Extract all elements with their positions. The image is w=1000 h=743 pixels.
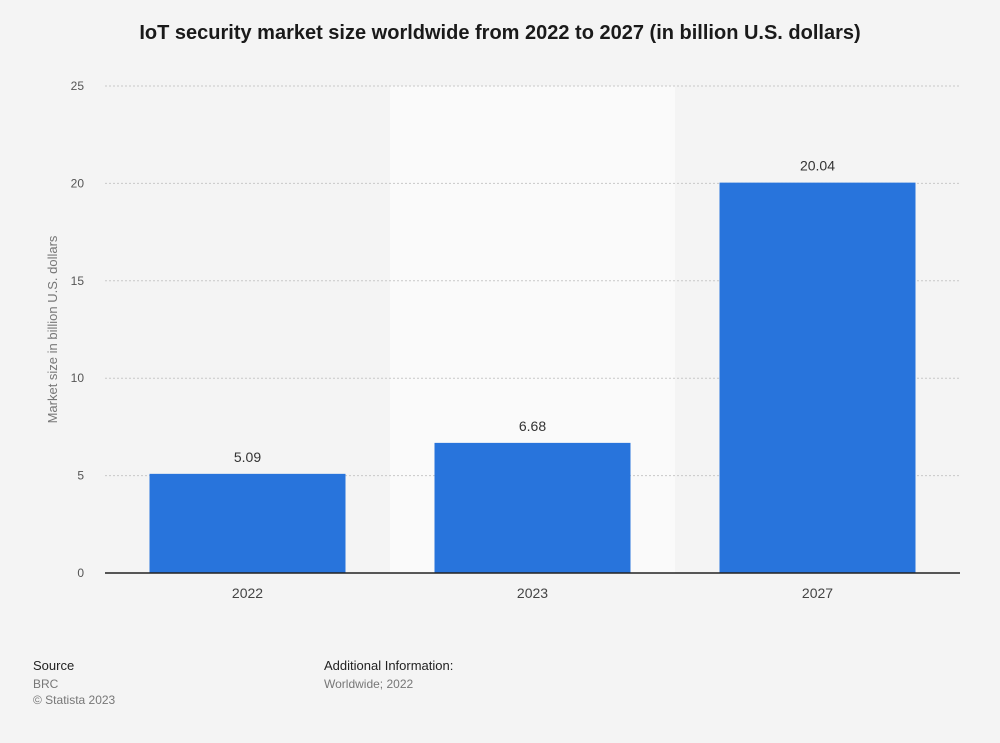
source-line-2: © Statista 2023 — [33, 693, 116, 707]
bar-chart: 0 5 10 15 20 25 5.09 2022 6.68 2023 20.04 2027 Mar… — [45, 79, 960, 601]
bar — [434, 442, 631, 573]
source-block: Source BRC © Statista 2023 — [33, 658, 115, 708]
x-tick-label: 2023 — [517, 585, 548, 601]
data-label: 20.04 — [800, 158, 835, 174]
value-labels: 5.09 2022 6.68 2023 20.04 2027 — [232, 158, 835, 601]
x-tick-label: 2022 — [232, 585, 263, 601]
y-tick-label: 10 — [71, 371, 85, 385]
y-axis-title: Market size in billion U.S. dollars — [45, 235, 60, 423]
y-tick-label: 15 — [71, 274, 85, 288]
bars — [149, 182, 916, 574]
data-label: 6.68 — [519, 418, 546, 434]
y-tick-label: 5 — [77, 469, 84, 483]
source-line-1: BRC — [33, 677, 59, 691]
y-tick-label: 25 — [71, 79, 85, 93]
bar — [719, 182, 916, 574]
source-heading: Source — [33, 658, 75, 673]
additional-info-heading: Additional Information: — [324, 658, 454, 673]
y-tick-label: 0 — [77, 566, 84, 580]
x-tick-label: 2027 — [802, 585, 833, 601]
y-tick-label: 20 — [71, 176, 85, 190]
bar — [149, 473, 346, 573]
additional-info-block: Additional Information: Worldwide; 2022 — [324, 658, 453, 692]
axes: Market size in billion U.S. dollars — [45, 235, 960, 574]
additional-info-line: Worldwide; 2022 — [324, 677, 414, 691]
chart-title: IoT security market size worldwide from … — [139, 22, 861, 44]
data-label: 5.09 — [234, 449, 261, 465]
